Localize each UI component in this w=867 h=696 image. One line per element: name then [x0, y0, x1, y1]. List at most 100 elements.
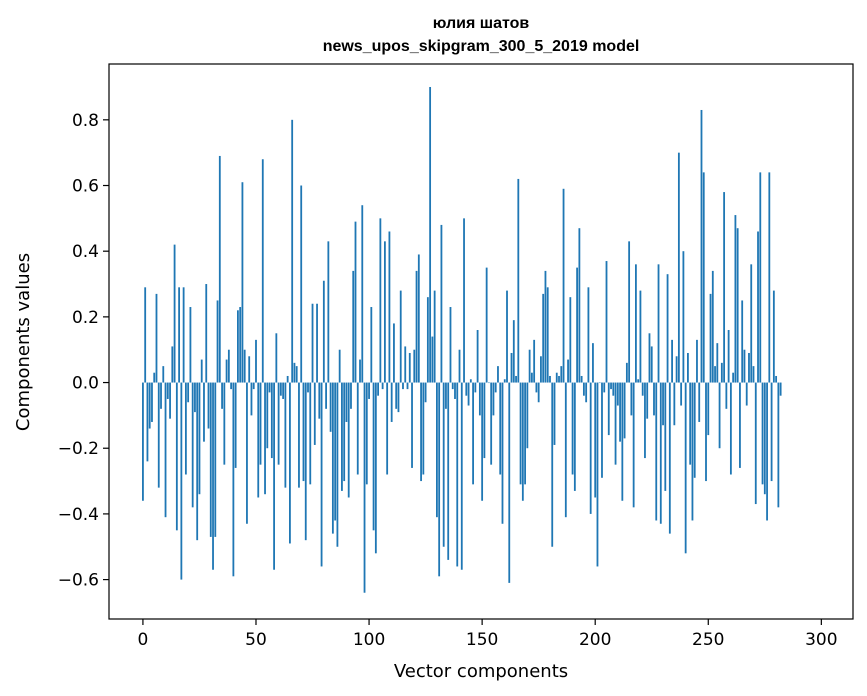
bar-203: [601, 382, 603, 478]
bar-64: [286, 375, 289, 383]
bar-227: [655, 382, 658, 521]
bar-190: [571, 382, 574, 475]
bar-133: [442, 382, 445, 547]
bar-24: [196, 382, 199, 541]
bar-32: [214, 382, 217, 537]
bar-278: [770, 382, 773, 482]
y-axis-ticks: −0.6 −0.4 −0.2 0.0 0.2 0.4 0.6 0.8: [58, 111, 109, 591]
bar-178: [544, 270, 547, 383]
bar-201: [596, 382, 599, 567]
bar-240: [684, 382, 687, 554]
bar-171: [528, 349, 531, 383]
bar-65: [289, 382, 291, 544]
bar-126: [426, 297, 429, 383]
bar-70: [300, 185, 303, 383]
bar-230: [662, 382, 664, 426]
bar-81: [325, 382, 327, 409]
bar-122: [417, 254, 420, 383]
bar-62: [282, 382, 285, 399]
bar-77: [316, 303, 318, 383]
bar-9: [162, 366, 165, 383]
bar-13: [171, 346, 174, 383]
bar-53: [261, 159, 264, 383]
bar-75: [311, 303, 314, 383]
bar-104: [377, 382, 380, 396]
bar-146: [472, 382, 474, 485]
bar-67: [293, 362, 296, 383]
bar-261: [732, 372, 735, 383]
bar-256: [720, 362, 723, 383]
bar-200: [594, 382, 597, 498]
bar-145: [469, 379, 472, 383]
bar-253: [714, 366, 716, 383]
bar-280: [775, 375, 778, 383]
bar-49: [252, 382, 255, 390]
bar-120: [413, 349, 416, 383]
bar-134: [445, 382, 447, 409]
bar-16: [178, 287, 181, 383]
bar-92: [350, 382, 352, 409]
bar-100: [368, 382, 370, 399]
bar-243: [691, 382, 694, 521]
bar-198: [589, 382, 592, 514]
bar-63: [284, 382, 287, 488]
bar-269: [750, 264, 753, 383]
bar-0: [142, 382, 144, 501]
bar-37: [225, 359, 228, 383]
bar-140: [458, 349, 461, 383]
bar-207: [610, 382, 612, 390]
bar-61: [279, 382, 282, 396]
bar-180: [549, 375, 551, 383]
bar-76: [313, 382, 316, 445]
bar-35: [221, 382, 223, 409]
bar-244: [693, 382, 696, 478]
y-tick-label: −0.4: [58, 505, 99, 525]
bar-149: [478, 382, 481, 416]
bar-105: [379, 218, 382, 383]
bar-163: [510, 352, 513, 383]
y-tick-label: 0.6: [72, 177, 99, 197]
bar-275: [763, 382, 766, 495]
bar-258: [725, 382, 728, 409]
bar-247: [700, 109, 703, 383]
bar-43: [239, 307, 242, 383]
bar-135: [447, 382, 450, 560]
bar-239: [682, 251, 685, 383]
bar-119: [411, 382, 413, 468]
bar-194: [580, 375, 583, 383]
bar-157: [497, 366, 499, 383]
bar-110: [390, 382, 393, 422]
bar-196: [585, 382, 588, 403]
bar-27: [203, 382, 205, 442]
bar-123: [420, 382, 422, 482]
bar-255: [718, 382, 721, 449]
bar-188: [567, 359, 569, 383]
x-tick-label: 300: [805, 630, 837, 650]
bar-57: [270, 382, 273, 459]
bar-170: [526, 382, 529, 449]
bar-185: [560, 366, 563, 383]
bar-174: [535, 382, 538, 393]
bar-26: [200, 359, 203, 383]
bar-248: [702, 172, 705, 383]
bar-274: [761, 382, 764, 485]
bar-58: [273, 382, 275, 570]
bar-241: [687, 352, 689, 383]
y-axis-label: Components values: [13, 253, 34, 431]
bar-209: [614, 382, 617, 465]
bar-212: [621, 382, 624, 501]
bar-117: [406, 382, 409, 390]
bar-246: [698, 382, 701, 422]
bar-166: [517, 178, 520, 383]
x-axis-label: Vector components: [394, 661, 568, 682]
bar-206: [607, 382, 610, 436]
x-tick-label: 0: [138, 630, 149, 650]
bar-46: [246, 382, 248, 524]
bar-95: [356, 382, 359, 475]
bar-187: [564, 382, 567, 518]
bar-159: [501, 382, 504, 524]
y-tick-label: 0.0: [72, 374, 99, 394]
bar-263: [736, 228, 739, 383]
bar-236: [675, 356, 678, 383]
